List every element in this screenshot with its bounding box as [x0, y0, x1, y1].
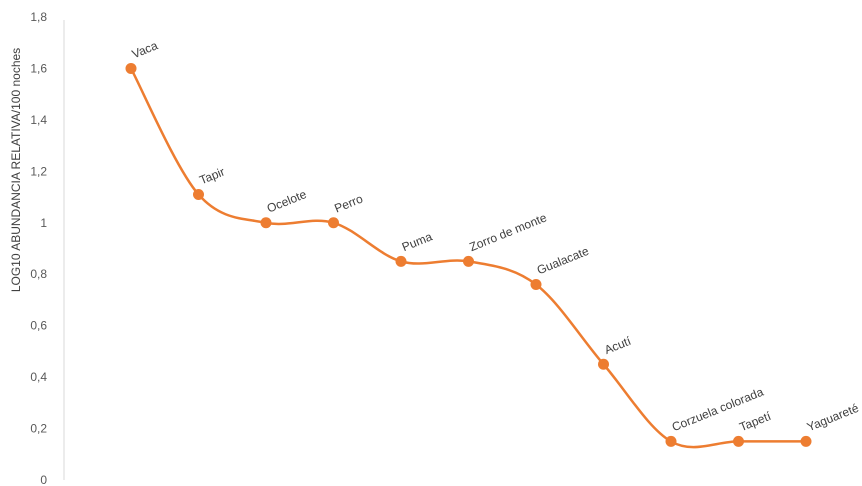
data-point: [665, 435, 677, 447]
y-tick-label: 0,8: [30, 267, 47, 281]
y-tick-label: 1,2: [30, 164, 47, 178]
category-label: Zorro de monte: [467, 210, 549, 254]
y-tick-label: 0,6: [30, 319, 47, 333]
category-label: Acutí: [602, 334, 633, 357]
data-point: [260, 217, 272, 229]
data-point: [800, 435, 812, 447]
y-tick-label: 0: [40, 473, 47, 486]
data-point: [598, 358, 609, 370]
category-label: Gualacate: [535, 244, 591, 278]
y-tick-label: 1,6: [30, 61, 47, 75]
point-labels: Vaca Tapir Ocelote Perro Puma Zorro de monteG…: [130, 38, 861, 434]
category-label: Ocelote: [265, 187, 309, 216]
data-points: [125, 62, 812, 447]
data-point: [530, 279, 542, 291]
category-label: Tapir: [197, 165, 226, 188]
y-tick-label: 0,2: [30, 422, 47, 436]
y-tick-label: 0,4: [30, 370, 47, 384]
y-axis-label: LOG10 ABUNDANCIA RELATIVA/100 noches: [9, 48, 23, 292]
category-label: Tapetí: [737, 409, 773, 434]
data-point: [463, 255, 474, 267]
category-label: Perro: [332, 191, 365, 215]
category-label: Puma: [400, 229, 435, 254]
data-point: [395, 255, 407, 267]
y-tick-label: 1,8: [30, 10, 47, 24]
y-tick-label: 1: [40, 216, 47, 230]
y-tick-labels: 0 0,2 0,4 0,6 0,8 1 1,2 1,4 1,6 1,8: [30, 10, 47, 486]
category-label: Yaguareté: [805, 401, 861, 435]
category-label: Vaca: [130, 38, 160, 61]
data-point: [125, 62, 137, 74]
data-point: [733, 435, 744, 447]
data-point: [328, 217, 339, 229]
data-point: [193, 188, 204, 200]
y-tick-label: 1,4: [30, 113, 47, 127]
